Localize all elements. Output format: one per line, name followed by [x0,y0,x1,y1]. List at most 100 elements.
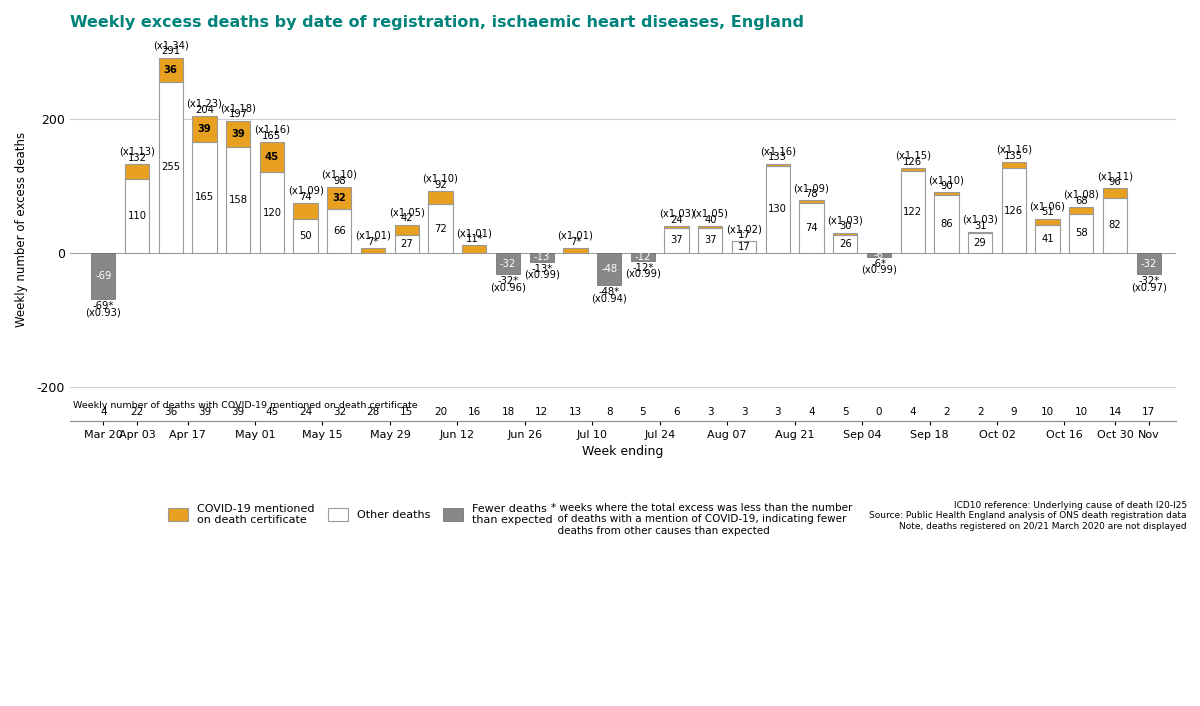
Text: (x1.16): (x1.16) [996,145,1032,155]
Bar [226,147,251,253]
Text: 18: 18 [502,407,515,417]
Bar [866,253,892,257]
Y-axis label: Weekly number of excess deaths: Weekly number of excess deaths [14,132,28,327]
Bar [698,228,722,253]
Text: (x1.09): (x1.09) [288,186,324,196]
Bar [259,172,284,253]
Text: 7*: 7* [570,237,581,247]
Bar [91,253,115,299]
Text: 122: 122 [904,207,923,217]
Text: -13*: -13* [532,263,552,273]
Text: 6: 6 [673,407,680,417]
Text: 8: 8 [606,407,612,417]
Text: -32: -32 [500,258,516,268]
Text: 2: 2 [943,407,949,417]
Bar [766,164,790,166]
Bar [395,225,419,234]
Text: 29: 29 [973,238,986,248]
Text: (x1.02): (x1.02) [726,224,762,234]
Text: -13: -13 [534,252,550,262]
Text: 4: 4 [100,407,107,417]
Bar [529,253,554,261]
Text: 13: 13 [569,407,582,417]
Bar [935,195,959,253]
Bar [1136,253,1160,274]
Text: (x1.06): (x1.06) [1030,201,1066,211]
Text: 17: 17 [1142,407,1156,417]
Text: (x1.13): (x1.13) [119,147,155,157]
Text: 11*: 11* [466,234,484,244]
Bar [799,201,823,203]
Text: Weekly number of deaths with COVID-19 mentioned on death certificate: Weekly number of deaths with COVID-19 me… [73,401,418,410]
Text: 16: 16 [468,407,481,417]
Text: (x1.01): (x1.01) [456,228,492,238]
Text: -6*: -6* [871,259,887,269]
Text: (x0.93): (x0.93) [85,307,121,317]
Text: -6: -6 [874,250,884,260]
Text: (x1.01): (x1.01) [558,231,593,241]
Text: (x1.01): (x1.01) [355,231,391,241]
Bar [1103,189,1127,198]
Text: ICD10 reference: Underlying cause of death I20-I25
Source: Public Health England: ICD10 reference: Underlying cause of dea… [869,501,1187,531]
Text: 30: 30 [839,221,852,232]
Text: 72: 72 [434,224,446,234]
Text: (x1.08): (x1.08) [1063,190,1099,200]
Text: 50: 50 [299,231,312,241]
Bar [328,187,352,208]
Text: 68: 68 [1075,196,1087,206]
Text: 78: 78 [805,189,817,199]
Text: 197: 197 [229,109,247,119]
Text: (x1.05): (x1.05) [389,208,425,217]
Text: 2: 2 [977,407,984,417]
Bar [665,226,689,228]
Text: (x0.97): (x0.97) [1130,282,1166,292]
Text: (x0.99): (x0.99) [625,269,661,279]
Bar [192,142,217,253]
Bar [328,208,352,253]
Bar [900,171,925,253]
Text: 36: 36 [164,407,178,417]
Text: 42: 42 [401,213,413,223]
Text: -32*: -32* [1138,276,1159,286]
Text: 9: 9 [1010,407,1018,417]
Text: 10: 10 [1075,407,1088,417]
Text: 4: 4 [910,407,916,417]
Text: (x1.10): (x1.10) [422,174,458,184]
Text: Weekly excess deaths by date of registration, ischaemic heart diseases, England: Weekly excess deaths by date of registra… [70,15,804,30]
Text: 90: 90 [940,181,953,191]
Text: 37: 37 [704,235,716,246]
Bar [833,235,857,253]
Text: 126: 126 [1004,205,1024,215]
Text: 31: 31 [973,221,986,231]
Text: (x1.15): (x1.15) [895,151,931,161]
Text: (x1.10): (x1.10) [322,169,358,179]
Bar [395,234,419,253]
Legend: COVID-19 mentioned
on death certificate, Other deaths, Fewer deaths
than expecte: COVID-19 mentioned on death certificate,… [163,499,557,530]
Bar [766,166,790,253]
Text: 15: 15 [400,407,414,417]
Text: 39: 39 [232,407,245,417]
Text: 255: 255 [161,162,180,172]
Text: 126: 126 [904,157,923,167]
Text: (x0.99): (x0.99) [523,270,559,280]
Text: 165: 165 [194,193,214,203]
Text: 5: 5 [842,407,848,417]
Text: 158: 158 [229,195,247,205]
Bar [900,168,925,171]
Text: 24: 24 [671,215,683,225]
Text: 51: 51 [1042,208,1054,217]
Text: 27: 27 [401,239,413,249]
Text: 12: 12 [535,407,548,417]
Bar [125,179,149,253]
Bar [631,253,655,261]
Text: (x1.16): (x1.16) [760,146,796,156]
Text: 39: 39 [198,407,211,417]
Text: (x0.94): (x0.94) [592,293,628,303]
Text: 4: 4 [808,407,815,417]
Text: (x1.11): (x1.11) [1097,171,1133,181]
Text: 7*: 7* [367,237,379,247]
Text: 37: 37 [671,235,683,246]
Bar [1036,219,1060,225]
Bar [598,253,622,285]
Text: 82: 82 [1109,220,1121,230]
